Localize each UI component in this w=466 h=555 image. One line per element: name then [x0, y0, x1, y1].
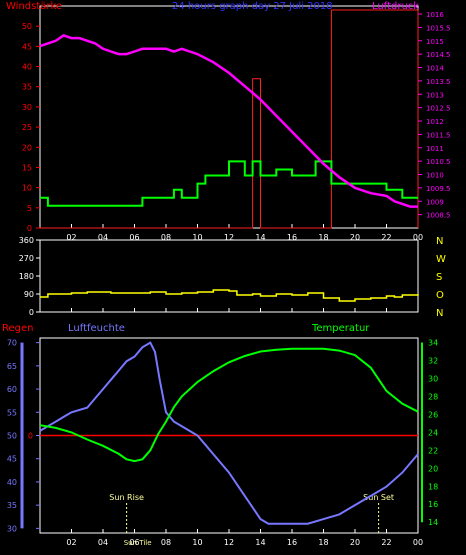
- pressure-y-tick-label: 1008.5: [426, 212, 451, 220]
- wind-x-tick-label: 20: [350, 233, 360, 242]
- humidity-x-tick-label: 08: [161, 538, 171, 547]
- wind-gust-series: [40, 9, 419, 229]
- wind-x-tick-label: 04: [98, 233, 108, 242]
- rain-axis-title: Regen: [2, 323, 34, 334]
- wind-x-tick-label: 10: [192, 233, 202, 242]
- wind-y-tick-label: 50: [22, 22, 32, 31]
- compass-label: N: [436, 308, 443, 319]
- pressure-y-tick-label: 1015.5: [426, 24, 451, 32]
- pressure-y-tick-label: 1014.5: [426, 51, 451, 59]
- pressure-y-tick-label: 1013: [426, 91, 444, 99]
- pressure-y-tick-label: 1009: [426, 198, 444, 206]
- direction-y-tick-label: 90: [24, 290, 34, 299]
- rain-zero-label: 0: [28, 432, 33, 441]
- wind-y-tick-label: 35: [22, 83, 32, 92]
- pressure-y-tick-label: 1011: [426, 145, 444, 153]
- direction-y-tick-label: 180: [19, 272, 34, 281]
- humidity-y-tick-label: 60: [7, 385, 17, 394]
- wind-y-tick-label: 0: [27, 224, 32, 233]
- direction-y-tick-label: 360: [19, 236, 34, 245]
- wind-y-tick-label: 20: [22, 143, 32, 152]
- pressure-series: [39, 34, 418, 208]
- pressure-y-tick-label: 1015: [426, 38, 444, 46]
- temperature-y-tick-label: 24: [428, 428, 438, 437]
- wind-y-tick-label: 10: [22, 184, 32, 193]
- wind-axis-title: Windstärke: [6, 1, 62, 12]
- temperature-y-tick-label: 20: [428, 464, 438, 473]
- humidity-x-tick-label: 06: [129, 538, 139, 547]
- chart-title: 24 hours graph day 27 Juli 2018: [172, 1, 333, 12]
- wind-x-tick-label: 02: [66, 233, 76, 242]
- humidity-x-tick-label: 00: [413, 538, 423, 547]
- temperature-axis-title: Temperatur: [311, 323, 370, 334]
- sunrise-label: Sun Rise: [109, 493, 144, 502]
- wind-x-tick-label: 00: [413, 233, 423, 242]
- humidity-x-tick-label: 22: [381, 538, 391, 547]
- wind-x-tick-label: 16: [287, 233, 297, 242]
- temperature-y-tick-label: 14: [428, 518, 438, 527]
- pressure-y-tick-label: 1013.5: [426, 78, 451, 86]
- pressure-axis-title: Luftdruck: [372, 1, 419, 12]
- wind-y-tick-label: 15: [22, 163, 32, 172]
- humidity-y-tick-label: 40: [7, 478, 17, 487]
- humidity-y-tick-label: 65: [7, 362, 17, 371]
- pressure-y-tick-label: 1012: [426, 118, 444, 126]
- compass-label: S: [436, 272, 442, 283]
- wind-y-tick-label: 45: [22, 42, 32, 51]
- temperature-y-tick-label: 30: [428, 374, 438, 383]
- humidity-series: [39, 341, 419, 525]
- wind-direction-series: [40, 289, 419, 302]
- compass-label: N: [436, 236, 443, 247]
- pressure-y-tick-label: 1012.5: [426, 105, 451, 113]
- temperature-y-tick-label: 34: [428, 338, 438, 347]
- wind-x-tick-label: 12: [224, 233, 234, 242]
- humidity-y-tick-label: 55: [7, 408, 17, 417]
- humidity-y-tick-label: 50: [7, 432, 17, 441]
- humidity-y-tick-label: 45: [7, 455, 17, 464]
- wind-y-tick-label: 5: [27, 204, 32, 213]
- temperature-y-tick-label: 26: [428, 410, 438, 419]
- wind-y-tick-label: 40: [22, 63, 32, 72]
- sunset-label: Sun Set: [363, 493, 394, 502]
- pressure-y-tick-label: 1010: [426, 172, 444, 180]
- wind-x-tick-label: 08: [161, 233, 171, 242]
- wind-x-tick-label: 18: [318, 233, 328, 242]
- humidity-x-tick-label: 02: [66, 538, 76, 547]
- temperature-y-tick-label: 22: [428, 446, 438, 455]
- temperature-y-tick-label: 16: [428, 500, 438, 509]
- wind-y-tick-label: 30: [22, 103, 32, 112]
- humidity-x-tick-label: 18: [318, 538, 328, 547]
- temperature-y-tick-label: 32: [428, 356, 438, 365]
- wind-x-tick-label: 14: [255, 233, 265, 242]
- wind-x-tick-label: 06: [129, 233, 139, 242]
- pressure-y-tick-label: 1011.5: [426, 131, 451, 139]
- pressure-y-tick-label: 1014: [426, 65, 444, 73]
- humidity-y-tick-label: 70: [7, 339, 17, 348]
- sun-extra-label: Sun Tile: [124, 539, 152, 547]
- temperature-series: [39, 347, 419, 463]
- wind-x-tick-label: 22: [381, 233, 391, 242]
- humidity-x-tick-label: 14: [255, 538, 265, 547]
- direction-y-tick-label: 0: [29, 308, 34, 317]
- pressure-y-tick-label: 1010.5: [426, 158, 451, 166]
- humidity-x-tick-label: 10: [192, 538, 202, 547]
- pressure-y-tick-label: 1016: [426, 11, 444, 19]
- humidity-y-tick-label: 30: [7, 524, 17, 533]
- compass-label: W: [436, 254, 446, 265]
- humidity-x-tick-label: 12: [224, 538, 234, 547]
- pressure-y-tick-label: 1009.5: [426, 185, 451, 193]
- temperature-y-tick-label: 18: [428, 482, 438, 491]
- direction-y-tick-label: 270: [19, 254, 34, 263]
- humidity-x-tick-label: 20: [350, 538, 360, 547]
- temperature-y-tick-label: 28: [428, 392, 438, 401]
- humidity-x-tick-label: 16: [287, 538, 297, 547]
- humidity-axis-title: Luftfeuchte: [68, 323, 125, 334]
- humidity-x-tick-label: 04: [98, 538, 108, 547]
- humidity-y-tick-label: 35: [7, 501, 17, 510]
- compass-label: O: [436, 290, 444, 301]
- wind-average-series: [40, 160, 418, 207]
- wind-y-tick-label: 25: [22, 123, 32, 132]
